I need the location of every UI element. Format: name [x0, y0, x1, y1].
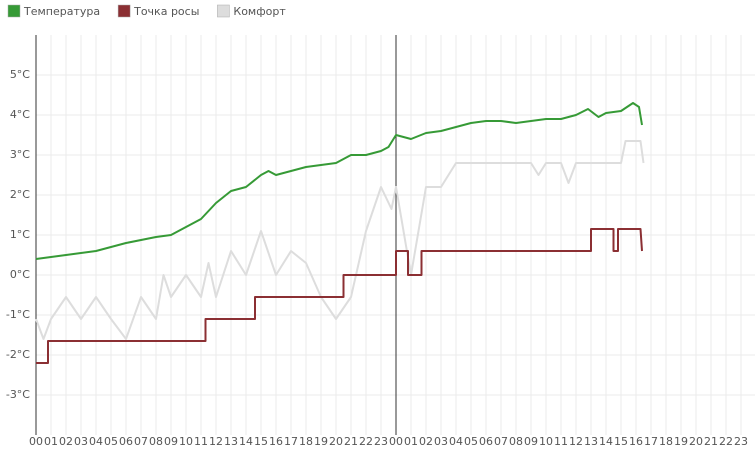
x-tick-label: 12: [569, 435, 583, 448]
legend-label: Температура: [23, 5, 100, 18]
y-tick-label: 1°C: [10, 228, 30, 241]
x-tick-label: 15: [614, 435, 628, 448]
x-tick-label: 18: [659, 435, 673, 448]
x-tick-label: 17: [284, 435, 298, 448]
x-tick-label: 21: [344, 435, 358, 448]
x-tick-label: 02: [419, 435, 433, 448]
legend-swatch: [117, 4, 131, 18]
x-tick-label: 03: [74, 435, 88, 448]
x-tick-label: 11: [554, 435, 568, 448]
x-tick-label: 08: [509, 435, 523, 448]
x-tick-label: 14: [239, 435, 253, 448]
x-tick-label: 15: [254, 435, 268, 448]
x-tick-label: 09: [524, 435, 538, 448]
x-tick-label: 19: [314, 435, 328, 448]
x-tick-label: 00: [29, 435, 43, 448]
x-tick-label: 05: [464, 435, 478, 448]
x-tick-label: 13: [584, 435, 598, 448]
x-tick-label: 17: [644, 435, 658, 448]
y-tick-label: 3°C: [10, 148, 30, 161]
x-tick-label: 18: [299, 435, 313, 448]
legend-swatch: [7, 4, 21, 18]
x-tick-label: 03: [434, 435, 448, 448]
x-tick-label: 16: [269, 435, 283, 448]
x-tick-label: 14: [599, 435, 613, 448]
x-tick-label: 23: [374, 435, 388, 448]
x-tick-label: 05: [104, 435, 118, 448]
legend-swatch: [217, 4, 230, 18]
x-tick-label: 04: [89, 435, 103, 448]
x-tick-label: 22: [719, 435, 733, 448]
y-tick-label: -3°C: [6, 388, 30, 401]
x-tick-label: 11: [194, 435, 208, 448]
y-tick-label: -2°C: [6, 348, 30, 361]
x-tick-label: 23: [734, 435, 748, 448]
x-tick-label: 12: [209, 435, 223, 448]
x-tick-label: 00: [389, 435, 403, 448]
x-tick-label: 10: [539, 435, 553, 448]
x-tick-label: 10: [179, 435, 193, 448]
x-tick-label: 06: [479, 435, 493, 448]
legend-label: Точка росы: [133, 5, 199, 18]
series-line: [35, 140, 645, 340]
x-tick-label: 07: [494, 435, 508, 448]
y-tick-label: 2°C: [10, 188, 30, 201]
x-tick-label: 19: [674, 435, 688, 448]
x-tick-label: 21: [704, 435, 718, 448]
x-tick-label: 01: [44, 435, 58, 448]
x-tick-label: 22: [359, 435, 373, 448]
x-tick-label: 13: [224, 435, 238, 448]
x-tick-label: 08: [149, 435, 163, 448]
y-tick-label: 0°C: [10, 268, 30, 281]
legend-label: Комфорт: [233, 5, 286, 18]
series-line: [36, 228, 643, 364]
y-tick-label: -1°C: [6, 308, 30, 321]
series-line: [35, 102, 643, 260]
x-tick-label: 01: [404, 435, 418, 448]
x-tick-label: 09: [164, 435, 178, 448]
x-tick-label: 04: [449, 435, 463, 448]
x-tick-label: 07: [134, 435, 148, 448]
y-tick-label: 5°C: [10, 68, 30, 81]
y-tick-label: 4°C: [10, 108, 30, 121]
x-tick-label: 20: [329, 435, 343, 448]
x-tick-label: 16: [629, 435, 643, 448]
x-tick-label: 20: [689, 435, 703, 448]
x-tick-label: 02: [59, 435, 73, 448]
x-tick-label: 06: [119, 435, 133, 448]
